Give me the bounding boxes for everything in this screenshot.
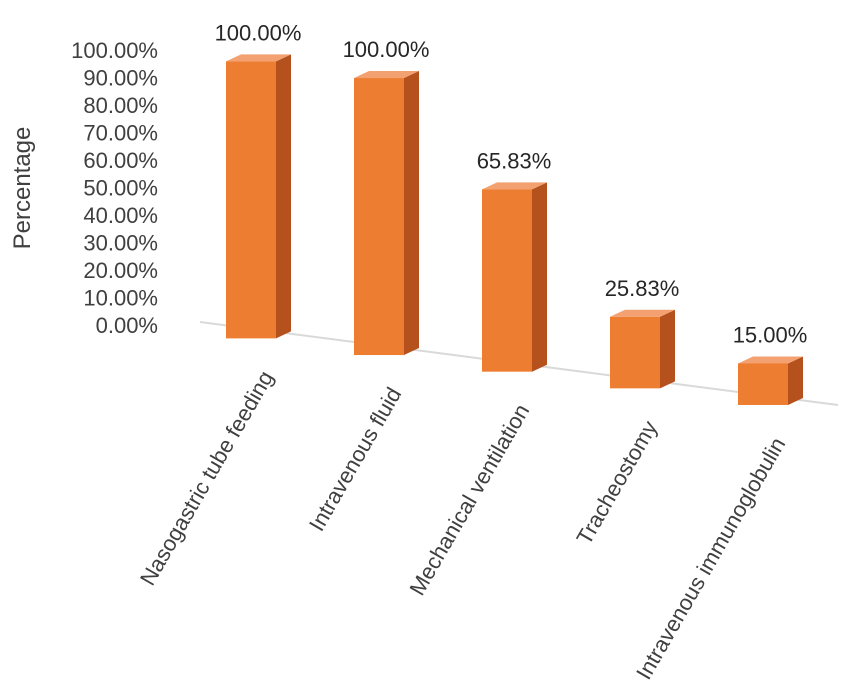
bar-side xyxy=(404,71,419,356)
category-label: Mechanical ventilation xyxy=(404,400,534,600)
y-tick-label: 50.00% xyxy=(83,176,158,201)
bar-front xyxy=(226,61,276,339)
y-tick-label: 60.00% xyxy=(83,148,158,173)
bar-top xyxy=(354,71,419,79)
y-tick-label: 0.00% xyxy=(96,313,158,338)
bars-group xyxy=(226,54,803,405)
bar xyxy=(610,309,675,389)
y-tick-label: 90.00% xyxy=(83,66,158,91)
y-tick-label: 40.00% xyxy=(83,203,158,228)
category-label: Intravenous fluid xyxy=(304,383,406,535)
bar-top xyxy=(610,309,675,317)
data-label: 100.00% xyxy=(215,20,302,45)
bar-front xyxy=(610,316,660,389)
category-labels-group: Nasogastric tube feeding Intravenous flui… xyxy=(135,366,790,683)
y-tick-label: 10.00% xyxy=(83,286,158,311)
y-tick-label: 80.00% xyxy=(83,93,158,118)
bar xyxy=(482,182,547,372)
bar-top xyxy=(226,54,291,62)
bar-top xyxy=(482,182,547,190)
y-tick-label: 20.00% xyxy=(83,258,158,283)
y-tick-label: 100.00% xyxy=(71,38,158,63)
bar-side xyxy=(276,54,291,339)
bar xyxy=(226,54,291,339)
data-label: 65.83% xyxy=(477,148,552,173)
y-axis-ticks: 100.00% 90.00%80.00% 70.00%60.00% 50.00%40.… xyxy=(71,38,158,338)
data-labels-group: 100.00% 100.00% 65.83% 25.83% 15.00% xyxy=(215,20,808,347)
y-axis-label: Percentage xyxy=(9,127,36,250)
bar-top xyxy=(738,356,803,364)
bar-front xyxy=(738,363,788,405)
bar-side xyxy=(788,356,803,405)
category-label: Nasogastric tube feeding xyxy=(135,366,278,589)
data-label: 100.00% xyxy=(343,37,430,62)
bar xyxy=(354,71,419,356)
bar-side xyxy=(660,309,675,389)
data-label: 15.00% xyxy=(733,322,808,347)
data-label: 25.83% xyxy=(605,276,680,301)
bar-side xyxy=(532,182,547,372)
bar-front xyxy=(354,78,404,356)
y-tick-label: 30.00% xyxy=(83,231,158,256)
category-label: Intravenous immunoglobulin xyxy=(631,433,790,684)
bar-front xyxy=(482,189,532,372)
y-tick-label: 70.00% xyxy=(83,121,158,146)
category-label: Tracheostomy xyxy=(571,416,662,549)
bar xyxy=(738,356,803,405)
